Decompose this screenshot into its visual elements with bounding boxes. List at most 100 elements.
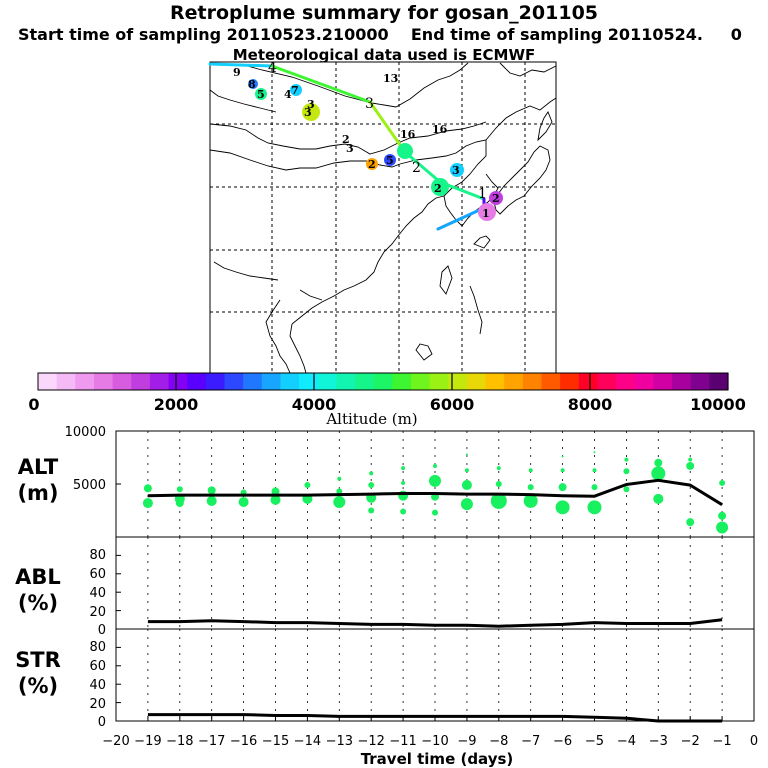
x-tick-label: −7 [521, 734, 540, 749]
plume-member-point [593, 451, 596, 454]
x-tick-label: −18 [166, 734, 193, 749]
plume-member-point [653, 493, 664, 504]
colorbar-cell [355, 373, 375, 390]
plume-circle [290, 84, 302, 96]
plume-member-point [686, 461, 695, 470]
plume-circle [450, 163, 464, 177]
abl-yticks: 80 60 40 20 0 [89, 548, 106, 638]
abl-ytick-label: 80 [89, 548, 106, 563]
colorbar-cell [38, 373, 58, 390]
plume-member-point [401, 480, 406, 485]
str-frame [115, 628, 755, 722]
trajectory-segment [208, 62, 274, 68]
x-tick-label: −13 [326, 734, 353, 749]
trajectory-segment [403, 150, 442, 184]
plume-member-point [587, 500, 602, 515]
alt-ytick-label: 10000 [65, 425, 106, 440]
plume-member-point [527, 484, 534, 491]
colorbar-cell [616, 373, 636, 390]
colorbar-cell [299, 373, 319, 390]
plume-circle [384, 154, 396, 166]
colorbar-cell [75, 373, 95, 390]
plume-member-point [651, 466, 666, 481]
plume-member-point [429, 474, 441, 487]
colorbar-cell [560, 373, 580, 390]
colorbar-cell [541, 373, 561, 390]
colorbar-cell [410, 373, 431, 390]
x-tick-label: −14 [294, 734, 321, 749]
plume-label: 5 [257, 88, 265, 101]
plume-circle [489, 191, 503, 205]
abl-ytick-label: 40 [89, 586, 106, 601]
colorbar-cell [466, 373, 487, 390]
abl-ytick-label: 20 [89, 605, 106, 620]
colorbar-cell [690, 373, 710, 390]
colorbar-cell [243, 373, 263, 390]
x-tick-label: −5 [585, 734, 604, 749]
colorbar-cell [392, 373, 412, 390]
plume-label: 9 [233, 66, 241, 79]
colorbar-tick-label: 10000 [690, 395, 746, 414]
colorbar-cell [280, 373, 300, 390]
track-label: 1 [478, 186, 487, 202]
plume-label: 5 [386, 154, 394, 167]
series-line [147, 618, 723, 628]
x-tick-label: −11 [389, 734, 416, 749]
str-ytick-label: 60 [89, 659, 106, 674]
trajectory [208, 62, 488, 231]
str-yticks: 80 60 40 20 0 [89, 640, 106, 730]
sampling-times: Start time of sampling 20110523.210000 E… [18, 25, 742, 44]
plume-member-point [336, 488, 343, 495]
x-tick-label: 0 [750, 734, 758, 749]
plume-member-point [460, 498, 473, 511]
colorbar-cell [261, 373, 282, 390]
colorbar-tick-label: 0 [28, 395, 39, 414]
plume-label: 16 [432, 123, 448, 136]
plume-member-point [718, 511, 727, 520]
plume-member-point [623, 468, 630, 475]
plume-member-point [623, 486, 630, 493]
colorbar-cell [597, 373, 617, 390]
plume-member-point [176, 486, 183, 493]
str-ytick-label: 20 [89, 697, 106, 712]
plume-member-point [523, 493, 538, 508]
plume-label: 3 [307, 98, 315, 111]
plume-member-point [592, 468, 597, 473]
colorbar-cell [634, 373, 655, 390]
plume-member-point [368, 507, 375, 514]
plume-member-point [207, 486, 216, 495]
plume-circle [478, 203, 496, 221]
plume-member-point [560, 468, 565, 473]
plume-circle [302, 103, 320, 121]
plume-member-point [561, 455, 564, 458]
colorbar-cell [504, 373, 524, 390]
colorbar-cell [578, 373, 599, 390]
plume-member-point [271, 487, 280, 496]
alt-ytick-label: 5000 [73, 478, 106, 493]
plume-label: 2 [434, 182, 442, 195]
trajectory-segment [436, 205, 488, 231]
plume-label: 3 [304, 106, 312, 119]
colorbar-cell [485, 373, 505, 390]
colorbar-tick-labels: 0 2000 4000 6000 8000 10000 [28, 395, 745, 414]
trajectory-day-labels: 4 3 2 1 [268, 60, 487, 202]
plume-circle [397, 143, 413, 159]
plume-circle [248, 79, 258, 89]
colorbar-cell [317, 373, 337, 390]
plume-member-point [496, 466, 501, 471]
plume-member-point [654, 458, 663, 467]
plume-member-point [400, 508, 407, 515]
trajectory-segment [270, 64, 372, 104]
colorbar-cell [373, 373, 393, 390]
plume-member-point [337, 476, 342, 481]
plume-member-point [688, 457, 693, 462]
x-axis: −20 −19 −18 −17 −16 −15 −14 −13 −12 −11 −10 −9 −8 −7−… [102, 716, 758, 768]
end-time-suffix: 0 [730, 25, 742, 44]
track-label: 4 [268, 60, 277, 76]
map-gridlines [210, 62, 556, 373]
plume-member-point [206, 495, 217, 506]
x-tick-label: −3 [649, 734, 668, 749]
series-line [147, 478, 723, 506]
plume-label: 3 [346, 142, 354, 155]
